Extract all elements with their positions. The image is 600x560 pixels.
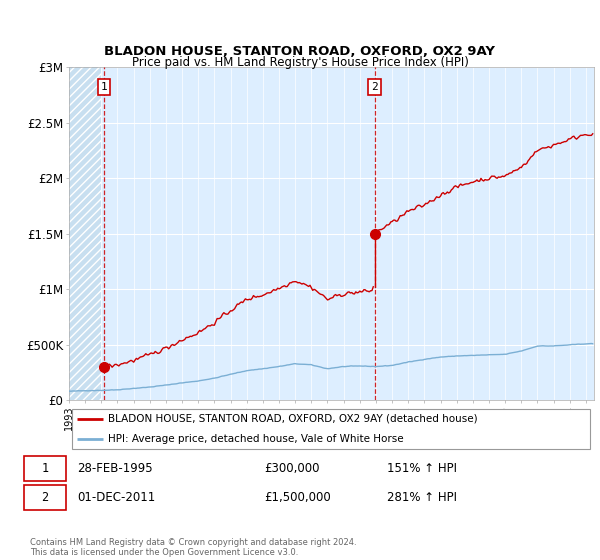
Text: Price paid vs. HM Land Registry's House Price Index (HPI): Price paid vs. HM Land Registry's House … — [131, 57, 469, 69]
Text: 281% ↑ HPI: 281% ↑ HPI — [387, 491, 457, 504]
FancyBboxPatch shape — [25, 486, 66, 510]
Text: £300,000: £300,000 — [265, 462, 320, 475]
Text: 151% ↑ HPI: 151% ↑ HPI — [387, 462, 457, 475]
Text: £1,500,000: £1,500,000 — [265, 491, 331, 504]
Text: 01-DEC-2011: 01-DEC-2011 — [77, 491, 155, 504]
Text: BLADON HOUSE, STANTON ROAD, OXFORD, OX2 9AY: BLADON HOUSE, STANTON ROAD, OXFORD, OX2 … — [104, 45, 496, 58]
Text: 28-FEB-1995: 28-FEB-1995 — [77, 462, 153, 475]
Bar — [69, 67, 101, 400]
Text: 1: 1 — [101, 82, 107, 92]
Text: Contains HM Land Registry data © Crown copyright and database right 2024.
This d: Contains HM Land Registry data © Crown c… — [30, 538, 356, 557]
FancyBboxPatch shape — [25, 456, 66, 480]
Text: HPI: Average price, detached house, Vale of White Horse: HPI: Average price, detached house, Vale… — [109, 434, 404, 444]
FancyBboxPatch shape — [71, 409, 590, 449]
Text: 2: 2 — [371, 82, 378, 92]
Text: 1: 1 — [41, 462, 49, 475]
Text: 2: 2 — [41, 491, 49, 504]
Text: BLADON HOUSE, STANTON ROAD, OXFORD, OX2 9AY (detached house): BLADON HOUSE, STANTON ROAD, OXFORD, OX2 … — [109, 414, 478, 424]
